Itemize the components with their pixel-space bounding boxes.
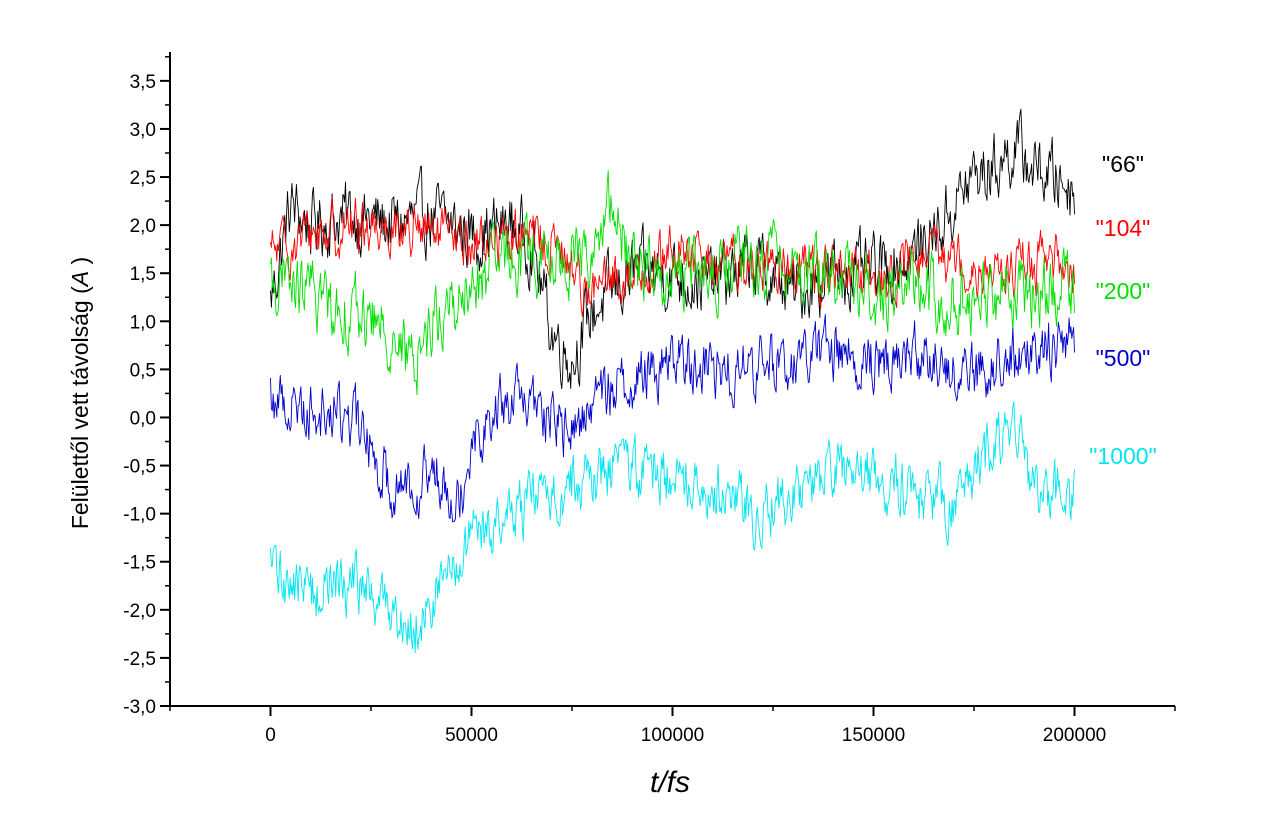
series-label-1: "104" [1096,215,1151,241]
y-tick-label: 1,0 [130,312,156,333]
y-axis-title: Felülettől vett távolság (A ) [67,257,93,529]
axes-layer [160,52,1176,716]
series-label-4: "1000" [1089,443,1157,469]
series-label-3: "500" [1096,345,1151,371]
x-tick-label: 0 [265,725,276,746]
y-tick-label: -3,0 [123,697,156,718]
y-tick-label: -1,0 [123,505,156,526]
y-tick-label: -1,5 [123,553,156,574]
y-tick-label: -2,0 [123,601,156,622]
series-layer [270,108,1075,654]
y-tick-label: 3,0 [130,120,156,141]
series-line-2 [270,170,1075,396]
y-tick-label: 0,5 [130,360,156,381]
y-tick-label: -2,5 [123,649,156,670]
y-tick-label: 3,5 [130,72,156,93]
series-label-2: "200" [1096,278,1151,304]
series-line-3 [270,314,1075,523]
labels-layer: -3,0 -2,5 -2,0 -1,5 -1,0 -0,5 0,0 0,5 1,0 1,5 2,0 2… [123,72,1157,746]
y-tick-label: 2,5 [130,168,156,189]
y-axis-title-prefix: Felülettől vett távolság ( [67,286,93,529]
y-tick-label: -0,5 [123,457,156,478]
series-line-4 [270,401,1075,654]
x-tick-label: 100000 [641,725,704,746]
y-tick-label: 0,0 [130,408,156,429]
y-tick-label: 2,0 [130,216,156,237]
y-tick-label: 1,5 [130,264,156,285]
x-axis-title: t/fs [650,766,690,799]
y-axis-title-suffix: ) [67,257,93,271]
x-tick-label: 150000 [842,725,905,746]
x-tick-label: 50000 [445,725,498,746]
x-tick-label: 200000 [1043,725,1106,746]
series-label-0: "66" [1102,151,1144,177]
y-axis-title-unit: A [67,271,93,288]
